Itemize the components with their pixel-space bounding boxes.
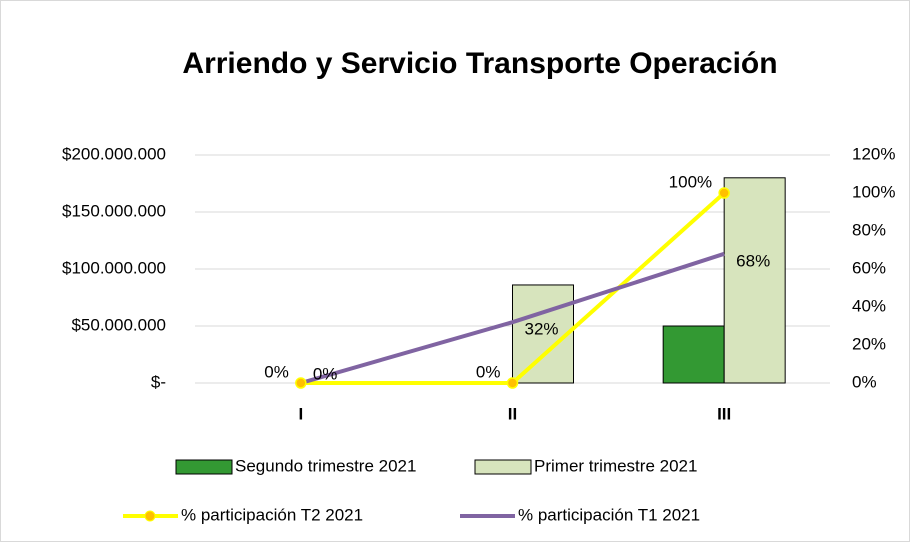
- y-tick-label: $100.000.000: [62, 258, 166, 277]
- y2-tick-label: 100%: [852, 182, 895, 201]
- y2-tick-label: 120%: [852, 144, 895, 163]
- legend-marker: [144, 510, 156, 522]
- y2-tick-label: 40%: [852, 296, 886, 315]
- data-label: 68%: [736, 251, 770, 270]
- bar: [662, 325, 725, 384]
- y-tick-label: $150.000.000: [62, 201, 166, 220]
- data-label: 0%: [313, 364, 338, 383]
- line-marker: [295, 377, 307, 389]
- legend-swatch: [474, 459, 532, 475]
- y-tick-label: $50.000.000: [71, 315, 166, 334]
- legend-label: % participación T2 2021: [181, 505, 363, 524]
- y-tick-label: $200.000.000: [62, 144, 166, 163]
- line-series: [300, 251, 725, 385]
- y2-tick-label: 80%: [852, 220, 886, 239]
- y2-tick-label: 0%: [852, 372, 877, 391]
- data-label: 100%: [669, 172, 712, 191]
- line-marker: [506, 377, 519, 389]
- x-tick-label: III: [717, 404, 731, 423]
- y2-tick-label: 20%: [852, 334, 886, 353]
- y2-tick-label: 60%: [852, 258, 886, 277]
- x-tick-label: I: [298, 404, 303, 423]
- data-label: 0%: [264, 362, 289, 381]
- chart-title: Arriendo y Servicio Transporte Operación: [182, 47, 777, 80]
- legend-swatch: [175, 459, 233, 475]
- data-label: 32%: [525, 320, 559, 339]
- legend-label: Primer trimestre 2021: [534, 456, 697, 475]
- y-tick-label: $-: [151, 372, 166, 391]
- x-tick-label: II: [508, 404, 517, 423]
- data-label: 0%: [476, 362, 501, 381]
- bar: [723, 177, 786, 384]
- legend-label: % participación T1 2021: [518, 505, 700, 524]
- bar: [512, 284, 574, 384]
- line-marker: [718, 187, 730, 199]
- legend-label: Segundo trimestre 2021: [235, 456, 416, 475]
